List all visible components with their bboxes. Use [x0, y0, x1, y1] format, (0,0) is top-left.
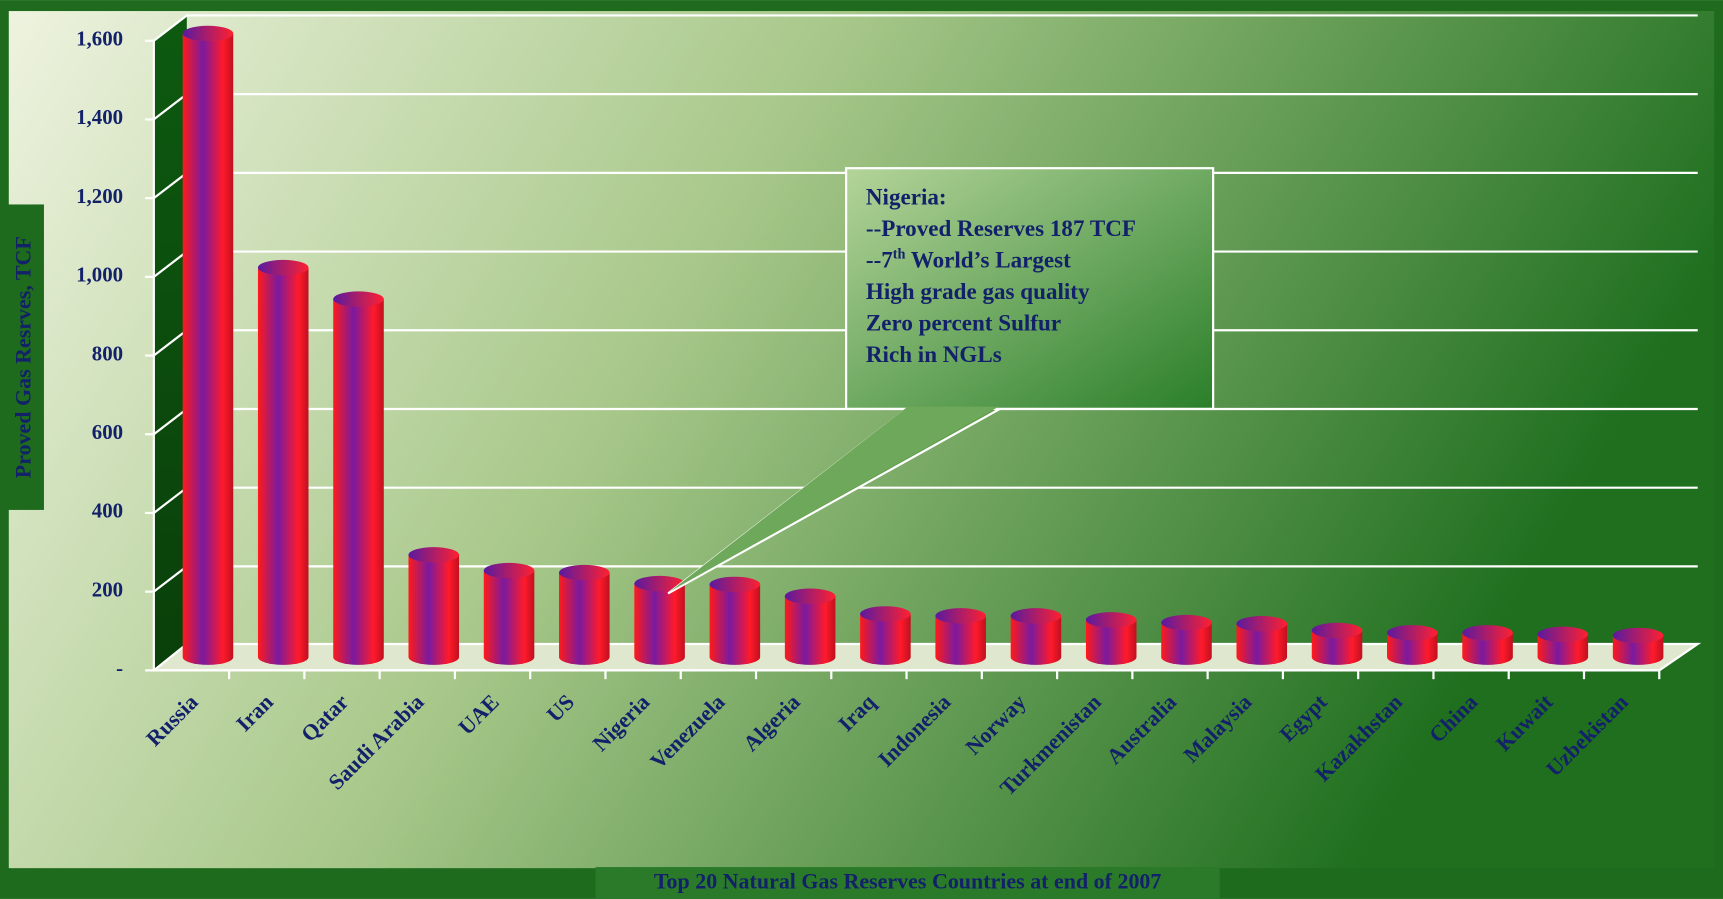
- bar-cap: [182, 25, 234, 42]
- bar: [182, 25, 234, 665]
- bar-body: [1537, 634, 1589, 665]
- bar-cap: [784, 588, 836, 604]
- bar: [784, 588, 836, 665]
- bar-body: [1010, 615, 1062, 665]
- bar-cap: [1387, 625, 1438, 641]
- y-tick-label: 400: [92, 499, 123, 523]
- y-tick-label: 1,200: [76, 184, 123, 208]
- bar-body: [709, 584, 761, 665]
- bar-cap: [1612, 627, 1664, 644]
- bar-body: [333, 299, 384, 665]
- bar-body: [257, 267, 309, 665]
- bar-cap: [408, 547, 460, 563]
- bar-body: [408, 554, 460, 665]
- bar: [709, 576, 761, 665]
- grid-line: [153, 14, 1698, 42]
- callout-line: Rich in NGLs: [866, 341, 1002, 367]
- bar-cap: [1462, 625, 1513, 641]
- bar-body: [1387, 632, 1438, 665]
- bar-body: [559, 572, 610, 665]
- callout-line: --Proved Reserves 187 TCF: [866, 215, 1136, 241]
- callout-pointer-fill: [670, 406, 999, 592]
- callout-line: High grade gas quality: [866, 278, 1090, 304]
- y-tick-label: 200: [92, 577, 123, 601]
- bar: [1010, 608, 1062, 665]
- bar: [1236, 616, 1288, 665]
- y-tick-label: 600: [92, 420, 123, 444]
- bar-cap: [634, 575, 685, 592]
- y-tick-label: 800: [92, 341, 123, 365]
- bar-cap: [1537, 626, 1589, 643]
- bar: [1085, 612, 1137, 665]
- bar-cap: [1236, 616, 1288, 632]
- chart-title: Top 20 Natural Gas Reserves Countries at…: [654, 869, 1162, 894]
- y-tick-label: 1,600: [76, 27, 123, 51]
- y-tick-label: 1,000: [76, 263, 123, 287]
- callout-line: --7th World’s Largest: [866, 247, 1071, 273]
- bar-cap: [860, 606, 911, 622]
- bar: [483, 562, 535, 665]
- bar: [559, 564, 610, 665]
- y-label-box: [6, 204, 44, 510]
- bar-cap: [935, 608, 986, 624]
- bar-cap: [559, 564, 610, 581]
- bar-cap: [1311, 622, 1363, 639]
- bar-cap: [333, 291, 384, 307]
- bar-body: [634, 583, 685, 665]
- bar: [1537, 626, 1589, 665]
- bar-cap: [483, 562, 535, 579]
- callout-line: Nigeria:: [866, 183, 947, 209]
- bar: [1612, 627, 1664, 665]
- bar: [935, 608, 986, 665]
- bar-body: [784, 596, 836, 665]
- bar: [634, 575, 685, 665]
- callout-text: th: [893, 247, 906, 263]
- bar-body: [1462, 632, 1513, 665]
- callout-box: [845, 167, 1215, 410]
- bar: [1387, 625, 1438, 665]
- bar-cap: [257, 259, 309, 276]
- bar-body: [1612, 635, 1664, 665]
- bar-body: [1161, 622, 1212, 665]
- bar-body: [182, 33, 234, 665]
- y-tick-label: -: [116, 656, 123, 680]
- bar-cap: [1161, 614, 1212, 631]
- y-axis-label: Proved Gas Resrves, TCF: [10, 236, 35, 478]
- bar-body: [1311, 630, 1363, 665]
- y-tick-label: 1,400: [76, 105, 123, 129]
- bar: [1311, 622, 1363, 665]
- bar-body: [935, 615, 986, 665]
- callout-text: World’s Largest: [905, 247, 1071, 273]
- bar: [1462, 625, 1513, 665]
- bar-body: [1085, 619, 1137, 665]
- bar-cap: [709, 576, 761, 593]
- bar-body: [1236, 623, 1288, 665]
- bar-body: [860, 613, 911, 665]
- bar: [408, 547, 460, 665]
- bar-cap: [1085, 612, 1137, 628]
- bar-cap: [1010, 608, 1062, 624]
- bar-body: [483, 570, 535, 665]
- bar: [1161, 614, 1212, 665]
- bar: [333, 291, 384, 665]
- bar: [257, 259, 309, 665]
- callout-text: --7: [866, 247, 893, 273]
- callout-line: Zero percent Sulfur: [866, 310, 1061, 336]
- bar: [860, 606, 911, 665]
- title-box: [595, 867, 1220, 899]
